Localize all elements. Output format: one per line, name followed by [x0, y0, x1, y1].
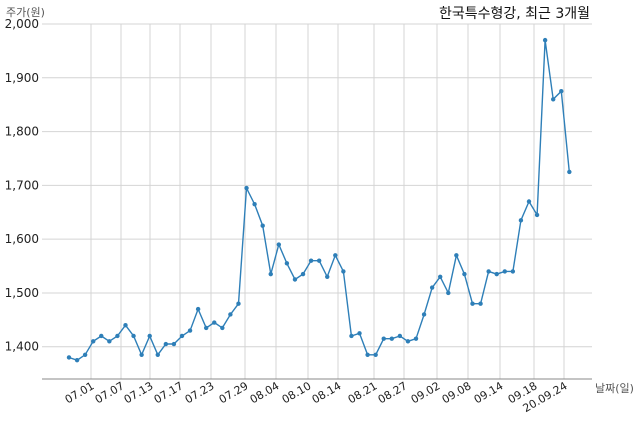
data-point	[187, 328, 193, 333]
data-point	[534, 212, 540, 218]
data-point	[276, 242, 282, 247]
x-tick-label: 07.23	[183, 379, 217, 406]
x-tick-label: 08.04	[248, 379, 282, 406]
x-tick-label: 07.17	[152, 379, 186, 406]
x-tick-label: 07.13	[122, 379, 156, 406]
data-point	[518, 218, 524, 223]
data-point	[292, 277, 298, 282]
data-point	[139, 352, 144, 357]
series	[66, 37, 572, 363]
y-axis-label: 주가(원)	[6, 6, 45, 19]
data-point	[308, 258, 314, 263]
data-point	[502, 269, 507, 274]
x-tick-label: 09.14	[472, 379, 506, 406]
data-point	[147, 333, 152, 339]
x-tick-label: 09.08	[440, 379, 474, 406]
x-tick-label: 09.02	[409, 379, 443, 406]
data-point	[236, 301, 241, 306]
data-point	[349, 333, 354, 339]
data-point	[252, 201, 257, 207]
data-point	[91, 339, 96, 344]
data-point	[454, 253, 459, 258]
data-point	[123, 323, 128, 328]
x-tick-label: 07.29	[217, 379, 251, 406]
data-point	[268, 271, 273, 277]
data-point	[567, 169, 572, 175]
data-point	[300, 271, 306, 277]
data-point	[115, 333, 120, 339]
data-point	[357, 331, 362, 336]
data-point	[413, 336, 419, 341]
y-tick-label: 1,600	[5, 232, 39, 246]
y-tick-label: 1,800	[5, 125, 39, 139]
data-point	[212, 320, 217, 325]
data-point	[470, 301, 475, 306]
x-tick-label: 08.21	[346, 379, 380, 406]
data-point	[333, 253, 338, 258]
x-tick-label: 07.01	[63, 379, 97, 406]
data-point	[559, 89, 564, 94]
data-point	[325, 274, 330, 280]
data-point	[510, 269, 516, 274]
x-tick-label: 08.27	[376, 379, 410, 406]
data-point	[551, 97, 556, 102]
data-point	[438, 274, 443, 280]
data-point	[131, 333, 136, 339]
y-tick-label: 2,000	[5, 17, 39, 31]
series-line	[68, 40, 570, 361]
data-point	[260, 223, 265, 228]
data-point	[397, 333, 403, 339]
x-tick-label: 08.10	[280, 379, 314, 406]
data-point	[486, 269, 491, 274]
data-point	[74, 357, 80, 363]
data-point	[341, 269, 346, 274]
data-point	[244, 185, 249, 191]
data-point	[381, 336, 386, 341]
data-point	[228, 312, 233, 317]
data-point	[542, 37, 548, 43]
data-point	[179, 333, 185, 339]
data-point	[66, 355, 72, 360]
data-point	[429, 285, 435, 290]
x-axis-label: 날짜(일)	[595, 381, 634, 395]
data-point	[203, 325, 209, 331]
y-tick-label: 1,500	[5, 286, 39, 300]
data-point	[82, 352, 88, 357]
data-point	[526, 199, 532, 204]
data-point	[494, 271, 499, 277]
data-point	[171, 341, 177, 347]
data-point	[220, 325, 225, 331]
data-point	[284, 261, 290, 266]
x-tick-label: 08.14	[310, 379, 344, 406]
data-point	[389, 336, 394, 341]
data-point	[462, 271, 467, 277]
data-point	[195, 306, 201, 312]
y-tick-label: 1,900	[5, 71, 39, 85]
data-point	[316, 258, 322, 263]
x-tick-label: 07.07	[93, 379, 127, 406]
y-tick-labels: 1,400 1,500 1,600 1,700 1,800 1,900 2,000	[5, 17, 39, 354]
data-point	[405, 339, 411, 344]
chart-title: 한국특수형강, 최근 3개월	[439, 6, 590, 22]
data-point	[99, 333, 104, 339]
data-point	[478, 301, 483, 306]
data-point	[421, 312, 427, 317]
data-point	[365, 352, 370, 357]
data-point	[373, 352, 378, 357]
y-tick-label: 1,400	[5, 340, 39, 354]
data-point	[107, 339, 112, 344]
data-point	[155, 352, 160, 357]
data-point	[446, 290, 451, 296]
y-tick-label: 1,700	[5, 178, 39, 192]
data-point	[163, 341, 169, 347]
